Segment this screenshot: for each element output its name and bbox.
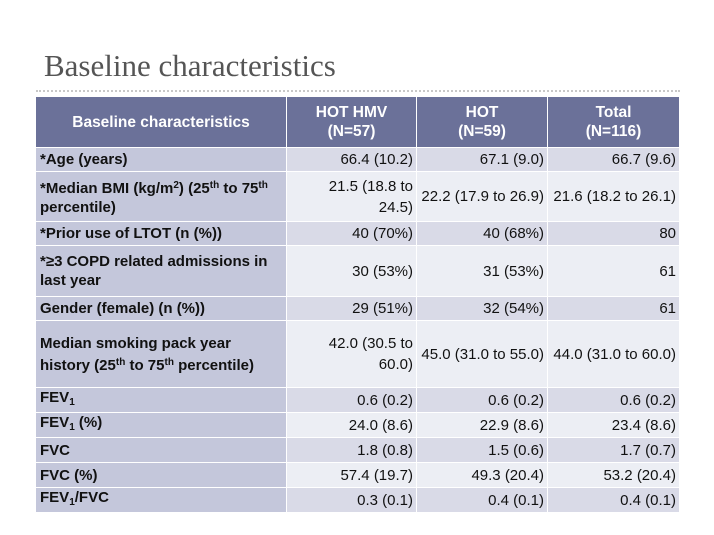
table-row: FVC 1.8 (0.8) 1.5 (0.6) 1.7 (0.7) (35, 437, 680, 463)
table-row: FEV1/FVC 0.3 (0.1) 0.4 (0.1) 0.4 (0.1) (35, 487, 680, 513)
cell-hot-hmv: 40 (70%) (286, 221, 417, 246)
cell-hot: 67.1 (9.0) (416, 147, 548, 172)
table-row: Median smoking pack year history (25th t… (35, 320, 680, 388)
cell-hot: 45.0 (31.0 to 55.0) (416, 320, 548, 388)
cell-hot-hmv: 42.0 (30.5 to 60.0) (286, 320, 417, 388)
row-label-gender: Gender (female) (n (%)) (35, 296, 287, 321)
table-row: FEV1 0.6 (0.2) 0.6 (0.2) 0.6 (0.2) (35, 387, 680, 413)
row-label-fev1: FEV1 (35, 387, 287, 413)
row-label-fev1-fvc: FEV1/FVC (35, 487, 287, 513)
cell-hot: 31 (53%) (416, 245, 548, 297)
cell-total: 44.0 (31.0 to 60.0) (547, 320, 680, 388)
header-baseline-characteristics: Baseline characteristics (35, 96, 287, 148)
row-label-age: *Age (years) (35, 147, 287, 172)
header-hot: HOT (N=59) (416, 96, 548, 148)
cell-hot-hmv: 0.6 (0.2) (286, 387, 417, 413)
cell-hot: 49.3 (20.4) (416, 462, 548, 488)
cell-hot: 40 (68%) (416, 221, 548, 246)
cell-hot-hmv: 24.0 (8.6) (286, 412, 417, 438)
row-label-fev1-percent: FEV1 (%) (35, 412, 287, 438)
cell-total: 23.4 (8.6) (547, 412, 680, 438)
cell-hot-hmv: 1.8 (0.8) (286, 437, 417, 463)
cell-total: 0.6 (0.2) (547, 387, 680, 413)
row-label-smoking-pack-years: Median smoking pack year history (25th t… (35, 320, 287, 388)
row-label-median-bmi: *Median BMI (kg/m2) (25th to 75th percen… (35, 171, 287, 222)
table-header-row: Baseline characteristics HOT HMV (N=57) … (35, 96, 680, 148)
row-label-fvc-percent: FVC (%) (35, 462, 287, 488)
cell-total: 53.2 (20.4) (547, 462, 680, 488)
cell-hot-hmv: 0.3 (0.1) (286, 487, 417, 513)
baseline-characteristics-table: Baseline characteristics HOT HMV (N=57) … (35, 96, 680, 513)
table-row: *Median BMI (kg/m2) (25th to 75th percen… (35, 171, 680, 222)
cell-total: 21.6 (18.2 to 26.1) (547, 171, 680, 222)
cell-hot: 22.2 (17.9 to 26.9) (416, 171, 548, 222)
table-row: *Age (years) 66.4 (10.2) 67.1 (9.0) 66.7… (35, 147, 680, 172)
title-divider (36, 90, 680, 92)
cell-total: 0.4 (0.1) (547, 487, 680, 513)
row-label-copd-admissions: *≥3 COPD related admissions in last year (35, 245, 287, 297)
cell-total: 61 (547, 245, 680, 297)
table-row: Gender (female) (n (%)) 29 (51%) 32 (54%… (35, 296, 680, 321)
cell-hot-hmv: 21.5 (18.8 to 24.5) (286, 171, 417, 222)
row-label-fvc: FVC (35, 437, 287, 463)
table-row: FEV1 (%) 24.0 (8.6) 22.9 (8.6) 23.4 (8.6… (35, 412, 680, 438)
cell-hot: 32 (54%) (416, 296, 548, 321)
cell-total: 1.7 (0.7) (547, 437, 680, 463)
cell-total: 61 (547, 296, 680, 321)
row-label-prior-ltot: *Prior use of LTOT (n (%)) (35, 221, 287, 246)
slide-title: Baseline characteristics (44, 48, 336, 83)
cell-hot-hmv: 30 (53%) (286, 245, 417, 297)
cell-hot: 22.9 (8.6) (416, 412, 548, 438)
cell-total: 66.7 (9.6) (547, 147, 680, 172)
cell-hot: 1.5 (0.6) (416, 437, 548, 463)
cell-total: 80 (547, 221, 680, 246)
cell-hot-hmv: 29 (51%) (286, 296, 417, 321)
cell-hot: 0.6 (0.2) (416, 387, 548, 413)
header-hot-hmv: HOT HMV (N=57) (286, 96, 417, 148)
table-row: *≥3 COPD related admissions in last year… (35, 245, 680, 297)
table-row: *Prior use of LTOT (n (%)) 40 (70%) 40 (… (35, 221, 680, 246)
table-row: FVC (%) 57.4 (19.7) 49.3 (20.4) 53.2 (20… (35, 462, 680, 488)
header-total: Total (N=116) (547, 96, 680, 148)
cell-hot-hmv: 57.4 (19.7) (286, 462, 417, 488)
cell-hot-hmv: 66.4 (10.2) (286, 147, 417, 172)
cell-hot: 0.4 (0.1) (416, 487, 548, 513)
header-label: Baseline characteristics (72, 113, 250, 131)
